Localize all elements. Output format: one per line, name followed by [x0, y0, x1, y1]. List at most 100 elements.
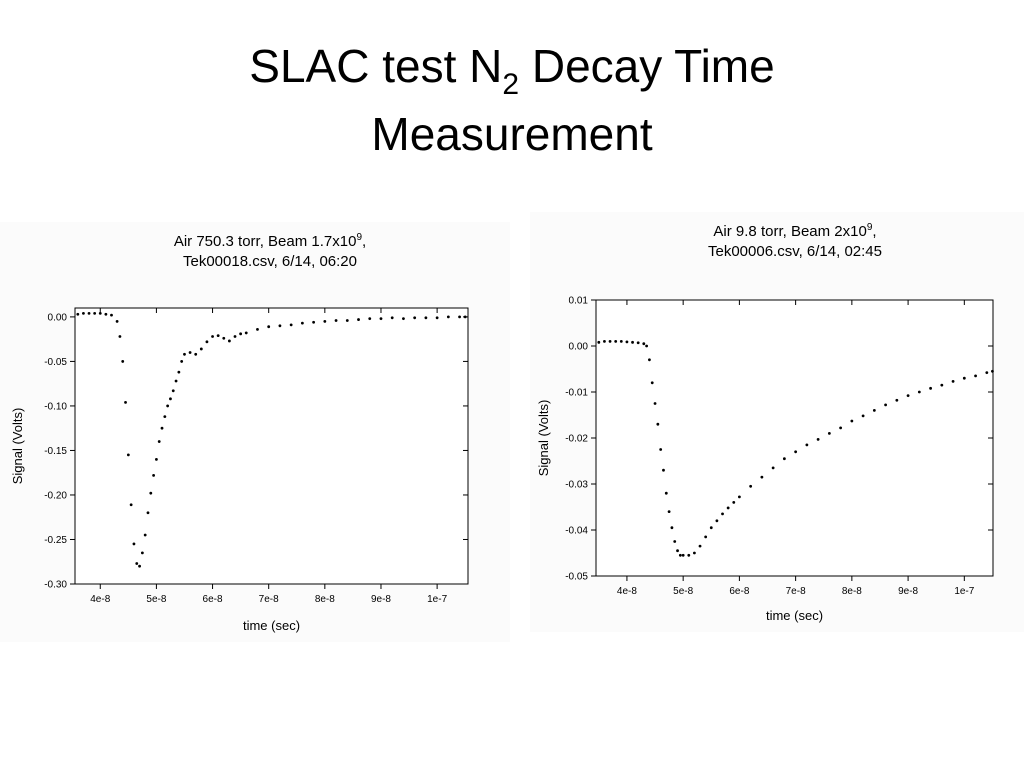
- x-tick-label: 1e-7: [954, 586, 974, 597]
- plot-frame: [74, 307, 469, 585]
- y-tick-label: -0.20: [44, 490, 67, 501]
- data-point: [895, 398, 899, 402]
- chart-subtitle: Tek00018.csv, 6/14, 06:20: [183, 253, 357, 270]
- data-point: [662, 468, 665, 472]
- data-point: [174, 379, 178, 383]
- data-point: [323, 319, 327, 323]
- title-superscript: 9: [356, 232, 362, 243]
- data-point: [771, 466, 775, 470]
- y-axis-label: Signal (Volts): [536, 400, 551, 477]
- data-point: [872, 409, 876, 412]
- data-point: [205, 340, 209, 344]
- data-point: [884, 403, 887, 407]
- data-point: [278, 324, 282, 328]
- data-point: [650, 381, 654, 385]
- data-point: [357, 318, 360, 321]
- data-point: [152, 473, 156, 477]
- data-point: [188, 351, 192, 354]
- data-point: [140, 551, 144, 555]
- data-point: [390, 316, 394, 320]
- data-point: [827, 432, 831, 435]
- data-point: [816, 437, 820, 441]
- data-point: [149, 491, 153, 495]
- data-point: [171, 389, 175, 393]
- y-axis-label: Signal (Volts): [10, 408, 25, 485]
- data-point: [169, 397, 172, 401]
- data-point: [334, 319, 338, 322]
- data-point: [146, 511, 150, 515]
- data-point: [368, 317, 372, 321]
- data-point: [704, 535, 708, 539]
- data-point: [721, 512, 724, 516]
- y-tick-label: -0.25: [44, 535, 67, 546]
- data-point: [659, 448, 663, 451]
- data-point: [839, 426, 843, 430]
- x-tick-label: 8e-8: [842, 586, 862, 597]
- y-tick-label: -0.01: [565, 388, 588, 399]
- data-point: [648, 358, 651, 362]
- data-point: [631, 340, 634, 344]
- data-point: [656, 422, 660, 426]
- data-point: [673, 540, 677, 543]
- data-point: [782, 457, 786, 461]
- slide-title: SLAC test N2 Decay Time: [249, 40, 774, 101]
- y-tick-label: -0.03: [565, 480, 588, 491]
- chart-subtitle: Tek00006.csv, 6/14, 02:45: [708, 243, 882, 260]
- data-point: [603, 340, 606, 343]
- y-tick-label: -0.05: [565, 572, 588, 583]
- x-tick-label: 9e-8: [898, 586, 918, 597]
- data-point: [244, 331, 248, 335]
- data-point: [194, 352, 198, 356]
- data-point: [82, 311, 85, 315]
- data-point: [87, 311, 91, 315]
- data-point: [129, 503, 133, 507]
- data-point: [180, 360, 184, 363]
- title-text: Air 750.3 torr, Beam 1.7x10: [174, 233, 357, 250]
- y-tick-label: 0.00: [569, 342, 589, 353]
- data-point: [216, 334, 220, 337]
- y-tick-label: -0.02: [565, 434, 588, 445]
- y-tick-label: -0.10: [44, 401, 67, 412]
- data-point: [110, 313, 113, 317]
- data-point: [709, 526, 713, 530]
- data-point: [985, 371, 989, 375]
- slide-title: Measurement: [371, 108, 652, 160]
- data-point: [256, 327, 259, 331]
- title-text: SLAC test N: [249, 40, 502, 92]
- y-tick-label: -0.15: [44, 446, 67, 457]
- data-point: [163, 415, 167, 419]
- data-point: [642, 342, 646, 346]
- data-point: [597, 340, 601, 344]
- data-point: [636, 341, 640, 345]
- data-point: [121, 360, 125, 363]
- x-tick-label: 6e-8: [203, 594, 223, 605]
- x-tick-label: 8e-8: [315, 594, 335, 605]
- data-point: [345, 319, 349, 322]
- data-point: [681, 553, 685, 557]
- data-point: [991, 369, 994, 373]
- data-point: [76, 312, 80, 316]
- data-point: [678, 553, 682, 557]
- title-text: ,: [872, 223, 876, 240]
- y-tick-label: -0.30: [44, 580, 67, 591]
- data-point: [135, 562, 139, 565]
- data-point: [104, 312, 108, 316]
- data-point: [667, 510, 671, 513]
- data-point: [794, 450, 798, 454]
- x-tick-label: 5e-8: [146, 594, 166, 605]
- data-point: [962, 376, 966, 380]
- data-point: [458, 315, 461, 319]
- data-point: [653, 402, 657, 405]
- data-point: [183, 352, 186, 356]
- data-point: [732, 501, 736, 504]
- data-point: [463, 315, 467, 319]
- x-tick-label: 6e-8: [729, 586, 749, 597]
- data-point: [312, 320, 316, 324]
- data-point: [239, 332, 243, 336]
- data-point: [614, 340, 618, 343]
- data-point: [625, 340, 629, 344]
- data-point: [619, 340, 623, 343]
- chart-title: Air 750.3 torr, Beam 1.7x109,: [174, 232, 366, 250]
- plot-frame: [595, 299, 994, 577]
